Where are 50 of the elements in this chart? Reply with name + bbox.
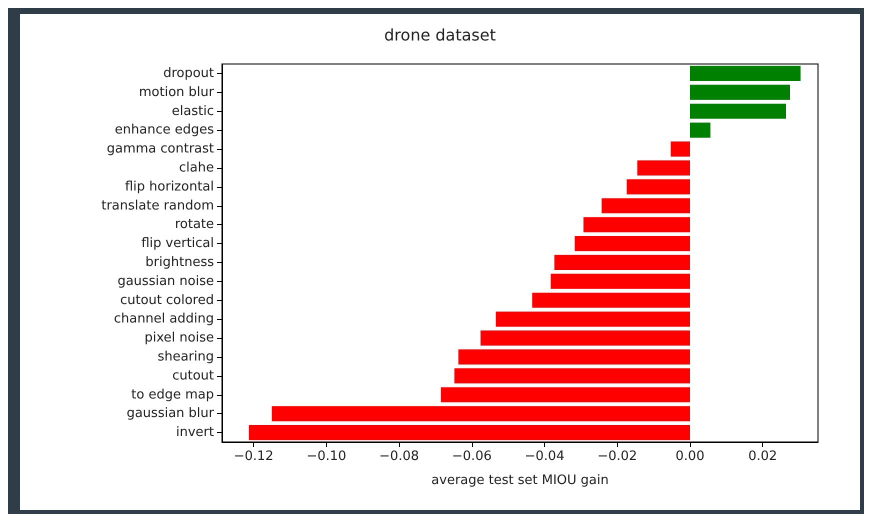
- chart-title: drone dataset: [384, 26, 496, 44]
- bar: [670, 141, 690, 157]
- y-tick-label: rotate: [174, 217, 214, 232]
- x-tick-label: −0.12: [234, 449, 274, 464]
- y-tick-label: flip vertical: [141, 236, 214, 252]
- bar: [248, 424, 690, 440]
- y-tick-label: clahe: [179, 160, 214, 176]
- bar: [532, 292, 690, 308]
- bar: [637, 160, 690, 176]
- bar: [554, 254, 690, 270]
- y-tick-label: gamma contrast: [106, 142, 214, 157]
- y-tick-label: gaussian blur: [126, 406, 215, 422]
- y-tick-label: enhance edges: [114, 122, 214, 138]
- x-tick-label: −0.02: [597, 449, 638, 464]
- bar: [458, 349, 690, 365]
- bar: [480, 330, 690, 346]
- y-tick-label: elastic: [172, 104, 214, 119]
- y-tick-label: cutout colored: [120, 292, 214, 308]
- y-tick-label: cutout: [172, 368, 214, 384]
- y-tick-label: dropout: [163, 66, 214, 81]
- x-tick-label: −0.06: [452, 449, 492, 464]
- bar: [602, 198, 690, 214]
- x-tick-label: −0.10: [306, 449, 346, 464]
- y-tick-label: channel adding: [114, 312, 214, 327]
- y-tick-label: translate random: [101, 198, 214, 214]
- bar: [690, 104, 786, 119]
- bar: [272, 406, 690, 422]
- y-tick-label: invert: [176, 425, 214, 440]
- y-tick-label: pixel noise: [144, 330, 214, 346]
- y-tick-label: to edge map: [131, 387, 214, 402]
- y-tick-label: flip horizontal: [124, 179, 214, 194]
- y-tick-label: gaussian noise: [117, 274, 214, 289]
- bar: [454, 368, 690, 384]
- bar: [496, 312, 690, 327]
- bar: [583, 217, 690, 232]
- x-tick-label: −0.08: [379, 449, 420, 464]
- x-tick-label: −0.04: [524, 449, 564, 464]
- bar: [626, 179, 690, 194]
- y-tick-label: brightness: [145, 254, 214, 270]
- y-tick-label: shearing: [158, 349, 214, 364]
- x-tick-label: 0.00: [676, 449, 704, 464]
- x-axis-title: average test set MIOU gain: [431, 473, 609, 488]
- bar: [440, 387, 690, 402]
- bar: [550, 274, 690, 289]
- bar: [690, 84, 790, 100]
- bar: [690, 122, 710, 138]
- bar: [690, 66, 801, 82]
- y-tick-label: motion blur: [138, 84, 215, 100]
- bar: [574, 236, 690, 252]
- x-tick-label: 0.02: [748, 449, 778, 464]
